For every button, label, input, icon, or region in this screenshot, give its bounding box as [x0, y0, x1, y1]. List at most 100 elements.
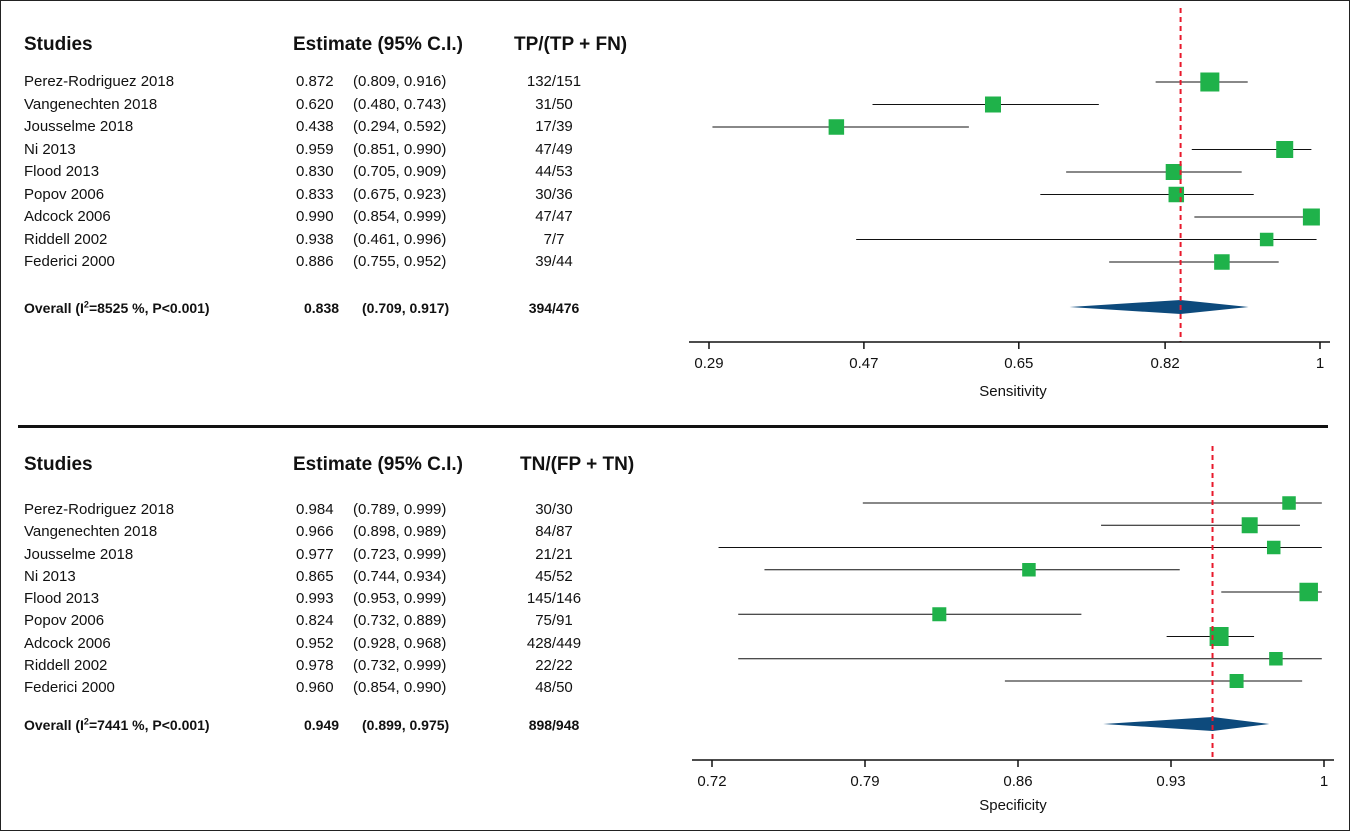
study-name: Popov 2006 [24, 185, 105, 203]
specificity-forest-panel: Studies Estimate (95% C.I.) TN/(FP + TN)… [0, 420, 1350, 831]
study-ci: (0.480, 0.743) [353, 95, 447, 113]
study-ci: (0.744, 0.934) [353, 567, 447, 585]
study-estimate: 0.872 [296, 73, 334, 90]
x-tick-label: 1 [1320, 773, 1328, 790]
overall-ci: (0.709, 0.917) [362, 300, 450, 316]
study-ci: (0.898, 0.989) [353, 523, 447, 541]
study-ci: (0.732, 0.889) [353, 612, 447, 630]
study-name: Vangenechten 2018 [24, 523, 158, 541]
sensitivity-forest-plot: 0.29 0.47 0.65 0.82 1 [689, 8, 1330, 372]
study-name: Flood 2013 [24, 163, 100, 180]
estimate-square [1229, 674, 1244, 688]
study-name: Riddell 2002 [24, 230, 108, 248]
study-fraction: 47/49 [535, 140, 573, 158]
study-name: Jousselme 2018 [24, 545, 134, 563]
study-ci: (0.789, 0.999) [353, 501, 447, 518]
x-tick-label: 0.72 [697, 773, 726, 790]
overall-label: Overall (I2=8525 %, P<0.001) [24, 299, 210, 316]
study-fraction: 75/91 [535, 612, 573, 630]
study-estimate: 0.959 [296, 140, 334, 158]
study-name: Flood 2013 [24, 590, 100, 607]
estimate-square [1266, 540, 1281, 555]
overall-diamond [1069, 300, 1249, 314]
sensitivity-forest-panel: Studies Estimate (95% C.I.) TP/(TP + FN)… [24, 8, 1330, 400]
study-name: Popov 2006 [24, 612, 105, 630]
x-tick-label: 0.93 [1156, 773, 1185, 790]
estimate-square [828, 119, 845, 135]
panel-divider [18, 425, 1328, 428]
study-ci: (0.953, 0.999) [353, 590, 447, 607]
estimate-square [1209, 627, 1229, 646]
study-estimate: 0.984 [296, 501, 334, 518]
study-estimate: 0.952 [296, 634, 334, 652]
fraction-header: TN/(FP + TN) [520, 454, 635, 475]
study-ci: (0.294, 0.592) [353, 118, 447, 135]
estimate-square [1259, 232, 1274, 247]
study-ci: (0.723, 0.999) [353, 545, 447, 563]
study-estimate: 0.966 [296, 523, 334, 541]
study-estimate: 0.978 [296, 656, 334, 674]
estimate-header: Estimate (95% C.I.) [293, 454, 463, 475]
study-name: Adcock 2006 [24, 634, 111, 652]
sensitivity-axis-title: Sensitivity [979, 383, 1047, 400]
study-ci: (0.755, 0.952) [353, 253, 447, 270]
study-ci: (0.732, 0.999) [353, 656, 447, 674]
study-estimate: 0.886 [296, 253, 334, 270]
study-name: Ni 2013 [24, 567, 76, 585]
estimate-square [1299, 582, 1318, 602]
study-estimate: 0.620 [296, 95, 334, 113]
study-fraction: 48/50 [535, 679, 573, 696]
study-name: Vangenechten 2018 [24, 95, 158, 113]
x-tick-label: 0.79 [850, 773, 879, 790]
study-name: Perez-Rodriguez 2018 [24, 73, 175, 90]
estimate-square [1200, 72, 1220, 92]
specificity-axis-title: Specificity [979, 797, 1047, 814]
overall-ci: (0.899, 0.975) [362, 717, 450, 733]
study-estimate: 0.990 [296, 208, 334, 225]
study-ci: (0.851, 0.990) [353, 140, 447, 158]
study-ci: (0.854, 0.990) [353, 679, 447, 696]
fraction-header: TP/(TP + FN) [514, 34, 628, 55]
study-fraction: 47/47 [535, 208, 573, 225]
estimate-header: Estimate (95% C.I.) [293, 34, 463, 55]
study-ci: (0.928, 0.968) [353, 634, 447, 652]
x-tick-label: 1 [1316, 355, 1324, 372]
estimate-square [1022, 563, 1036, 577]
study-fraction: 44/53 [535, 163, 573, 180]
study-fraction: 45/52 [535, 567, 573, 585]
estimate-square [1282, 496, 1296, 510]
study-ci: (0.705, 0.909) [353, 163, 447, 180]
overall-estimate: 0.838 [304, 300, 340, 316]
study-name: Federici 2000 [24, 679, 115, 696]
estimate-square [932, 607, 947, 622]
study-estimate: 0.977 [296, 545, 334, 563]
overall-fraction: 394/476 [528, 300, 580, 316]
study-ci: (0.461, 0.996) [353, 230, 447, 248]
study-fraction: 21/21 [535, 545, 573, 563]
study-estimate: 0.938 [296, 230, 334, 248]
x-tick-label: 0.29 [694, 355, 723, 372]
overall-diamond [1103, 717, 1270, 731]
overall-label: Overall (I2=7441 %, P<0.001) [24, 716, 210, 733]
studies-header: Studies [24, 34, 93, 55]
study-ci: (0.854, 0.999) [353, 208, 447, 225]
study-name: Adcock 2006 [24, 208, 111, 225]
study-estimate: 0.993 [296, 590, 334, 607]
study-estimate: 0.824 [296, 612, 334, 630]
estimate-square [1241, 517, 1258, 534]
estimate-square [1214, 254, 1230, 270]
study-ci: (0.809, 0.916) [353, 73, 447, 90]
overall-fraction: 898/948 [528, 717, 580, 733]
study-ci: (0.675, 0.923) [353, 185, 447, 203]
study-fraction: 7/7 [543, 230, 565, 248]
study-fraction: 428/449 [526, 634, 582, 652]
estimate-square [1276, 141, 1294, 158]
study-fraction: 39/44 [535, 253, 573, 270]
study-fraction: 31/50 [535, 95, 573, 113]
study-fraction: 145/146 [526, 590, 582, 607]
x-tick-label: 0.82 [1150, 355, 1179, 372]
study-fraction: 30/36 [535, 185, 573, 203]
study-fraction: 30/30 [535, 501, 573, 518]
overall-estimate: 0.949 [304, 717, 340, 733]
